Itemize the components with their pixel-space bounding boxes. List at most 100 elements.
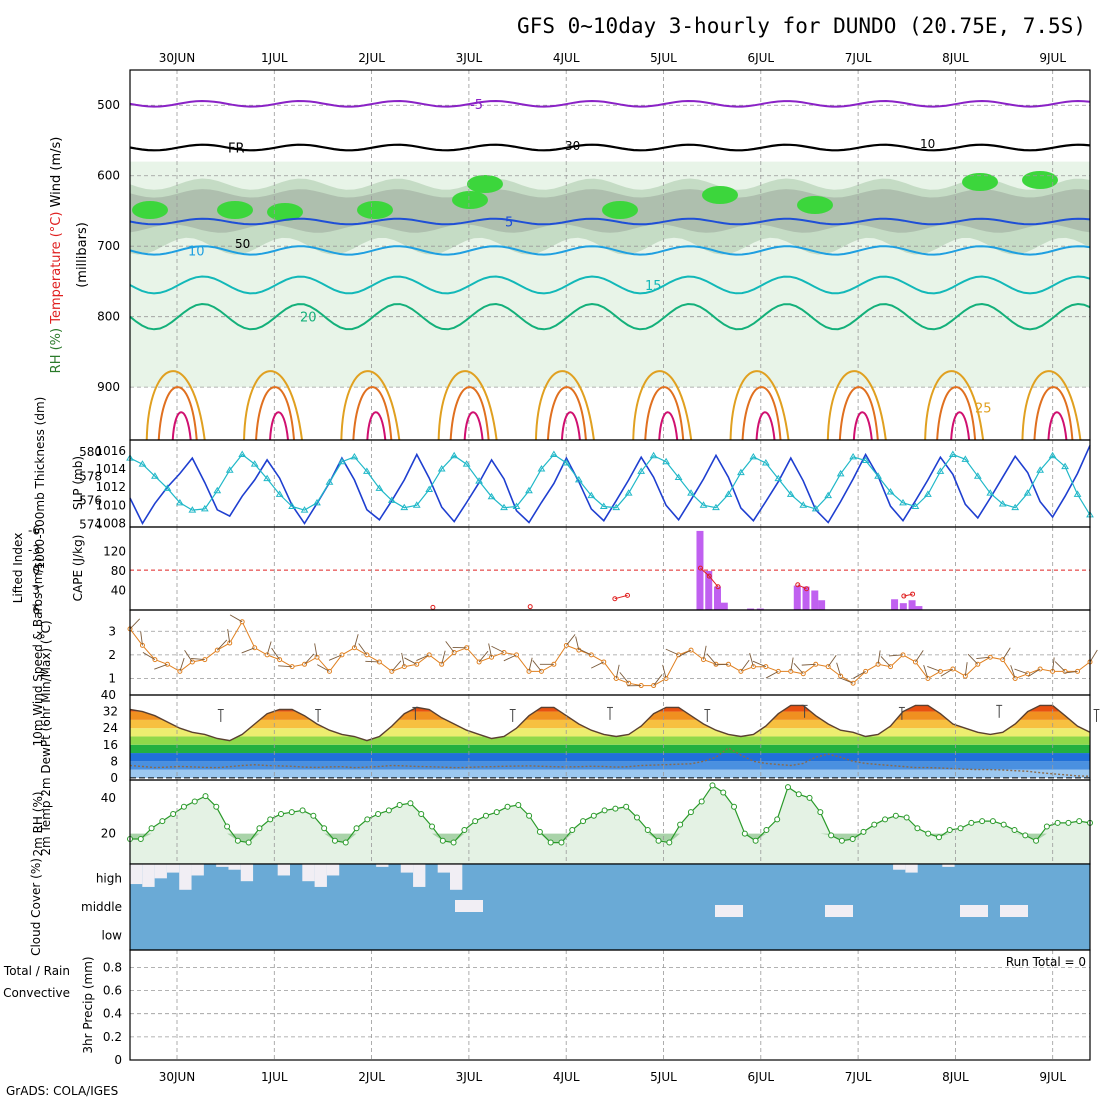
precip-tick: 0.8 bbox=[103, 960, 122, 974]
wind-barb bbox=[836, 662, 842, 677]
wind-barb bbox=[578, 648, 592, 656]
isotherm-30 bbox=[157, 386, 198, 441]
thickness-point bbox=[998, 500, 1007, 507]
y-axis-label: 2m RH (%) bbox=[31, 791, 45, 856]
isotherm-line bbox=[129, 217, 1091, 226]
wind-barb bbox=[129, 618, 141, 630]
wind-barb bbox=[880, 656, 891, 667]
rh-point bbox=[979, 818, 986, 825]
y-axis-label: Cloud Cover (%) bbox=[29, 858, 43, 956]
y-axis-label: 10m Wind Speed & Barbs (m/s) bbox=[31, 558, 45, 747]
date-label-bottom: 30JUN bbox=[159, 1070, 196, 1084]
isotherm-35 bbox=[755, 411, 776, 441]
rh-point bbox=[731, 803, 738, 810]
thickness-point bbox=[263, 474, 272, 482]
y-axis-label: SLP (mb) bbox=[71, 456, 85, 510]
cloud-panel: high middle low Cloud Cover (%) bbox=[29, 858, 1091, 956]
cloud-cell bbox=[240, 864, 254, 882]
wind-barb bbox=[179, 657, 185, 672]
rh-point bbox=[234, 837, 241, 844]
li-line bbox=[700, 567, 719, 588]
thickness-point bbox=[313, 498, 321, 506]
date-label-top: 1JUL bbox=[261, 51, 288, 65]
thickness-point bbox=[350, 452, 359, 460]
thickness-point bbox=[188, 506, 197, 513]
cape-tick: 80 bbox=[111, 564, 126, 578]
thickness-point bbox=[175, 498, 184, 506]
thickness-point bbox=[425, 485, 434, 493]
rh-point bbox=[450, 839, 457, 846]
rh-point bbox=[191, 798, 198, 805]
dewpoint-line bbox=[129, 747, 1091, 777]
thickness-point bbox=[961, 455, 970, 462]
cape-top-tick: 40 bbox=[101, 688, 116, 702]
date-label-top: 30JUN bbox=[159, 51, 196, 65]
wind-barb bbox=[140, 631, 143, 646]
cloud-cell bbox=[1000, 905, 1028, 917]
rh-point bbox=[1000, 821, 1007, 828]
cape-bar bbox=[818, 600, 826, 610]
rh-point bbox=[364, 816, 371, 823]
rh-point bbox=[1054, 819, 1061, 826]
wind-barb bbox=[964, 662, 968, 677]
cloud-level-label: low bbox=[102, 929, 123, 943]
thickness-point bbox=[500, 503, 508, 511]
date-label-bottom: 7JUL bbox=[845, 1070, 872, 1084]
thickness-point bbox=[512, 502, 521, 509]
cloud-cell bbox=[942, 864, 955, 867]
pressure-tick: 900 bbox=[97, 380, 120, 394]
isotherm-35 bbox=[950, 411, 971, 441]
temp-tick: 8 bbox=[110, 754, 118, 768]
thickness-point bbox=[749, 452, 758, 460]
rh-point bbox=[580, 818, 587, 825]
thickness-point bbox=[1036, 466, 1045, 473]
rh-point bbox=[407, 800, 414, 807]
li-point bbox=[901, 593, 907, 599]
thickness-point bbox=[1061, 462, 1069, 470]
rh-point bbox=[461, 827, 468, 834]
y-axis-label: CAPE (J/kg) bbox=[71, 535, 85, 602]
wind-barb bbox=[404, 657, 417, 665]
rh-point bbox=[968, 819, 975, 826]
isotherm-label: -5 bbox=[470, 98, 483, 113]
thickness-tick: 574 bbox=[79, 518, 102, 532]
wind-barb bbox=[491, 645, 505, 653]
rh-point bbox=[1043, 823, 1050, 830]
isotherm-30 bbox=[644, 386, 685, 441]
rh-fill-light bbox=[130, 785, 1090, 864]
rh-point bbox=[472, 818, 479, 825]
thickness-point bbox=[712, 503, 720, 511]
wind-barb bbox=[1002, 647, 1011, 660]
rh-moist-patch bbox=[1022, 171, 1058, 189]
rh-point bbox=[849, 835, 856, 842]
rh-point bbox=[1076, 818, 1083, 825]
date-label-bottom: 3JUL bbox=[456, 1070, 483, 1084]
wind-barb bbox=[190, 657, 205, 661]
y-axis-label: Lifted Index bbox=[11, 533, 25, 604]
rh-point bbox=[224, 823, 231, 830]
wind-barb bbox=[927, 666, 941, 672]
rh-point bbox=[946, 827, 953, 834]
thickness-line bbox=[129, 453, 1091, 516]
isotherm-25 bbox=[145, 370, 206, 441]
panel-frame bbox=[129, 949, 1091, 1061]
isotherm-30 bbox=[449, 386, 490, 441]
wind-tick: 2 bbox=[108, 648, 116, 662]
rh-moist-patch bbox=[452, 191, 488, 209]
rh-point bbox=[925, 830, 932, 837]
wind-barb bbox=[314, 643, 318, 658]
thickness-point bbox=[973, 472, 982, 479]
temp-tick: 24 bbox=[103, 721, 118, 735]
wind-barb bbox=[266, 641, 272, 655]
temp-band bbox=[130, 761, 1090, 770]
li-point bbox=[715, 584, 721, 590]
precip-panel: 0 0.2 0.4 0.6 0.8 Run Total = 0 Total / Rain Co… bbox=[3, 949, 1091, 1067]
cloud-background bbox=[130, 864, 1090, 950]
thickness-point bbox=[387, 496, 396, 503]
li-point bbox=[804, 586, 810, 592]
temp-tick: 32 bbox=[103, 705, 118, 719]
isotherm-30 bbox=[546, 386, 587, 441]
rh-point bbox=[418, 810, 425, 817]
li-point bbox=[795, 582, 801, 588]
wind-barb bbox=[241, 647, 255, 654]
